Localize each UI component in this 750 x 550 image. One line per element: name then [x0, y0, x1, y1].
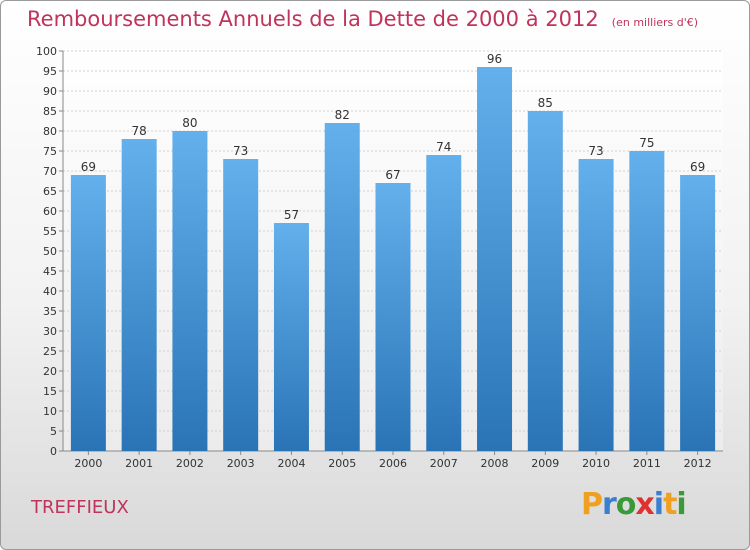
y-tick-label: 80: [43, 125, 57, 138]
y-tick-label: 0: [50, 445, 57, 458]
y-tick-label: 30: [43, 325, 57, 338]
y-tick-label: 20: [43, 365, 57, 378]
x-tick-label: 2003: [227, 457, 255, 470]
bar-value-label: 69: [690, 160, 705, 174]
y-tick-label: 70: [43, 165, 57, 178]
y-tick-label: 35: [43, 305, 57, 318]
logo-letter: P: [581, 487, 603, 522]
bar-2012: [680, 175, 716, 451]
bar-value-label: 75: [639, 136, 654, 150]
bar-2003: [223, 159, 259, 451]
title-text: Remboursements Annuels de la Dette de 20…: [27, 7, 599, 31]
bar-value-label: 85: [538, 96, 553, 110]
bar-2009: [527, 111, 563, 451]
y-tick-label: 90: [43, 85, 57, 98]
x-tick-label: 2002: [176, 457, 204, 470]
x-tick-label: 2012: [684, 457, 712, 470]
bar-2004: [273, 223, 309, 451]
chart-title: Remboursements Annuels de la Dette de 20…: [27, 7, 698, 31]
bar-2007: [426, 155, 462, 451]
logo-letter: o: [615, 487, 637, 522]
y-tick-label: 95: [43, 65, 57, 78]
y-tick-label: 50: [43, 245, 57, 258]
bar-2001: [121, 139, 157, 451]
x-tick-label: 2007: [430, 457, 458, 470]
commune-name: TREFFIEUX: [31, 497, 129, 518]
x-tick-label: 2000: [74, 457, 102, 470]
x-tick-label: 2006: [379, 457, 407, 470]
y-tick-label: 10: [43, 405, 57, 418]
y-tick-label: 40: [43, 285, 57, 298]
logo-letter: i: [653, 487, 664, 522]
x-tick-label: 2010: [582, 457, 610, 470]
y-tick-label: 100: [36, 45, 57, 58]
logo-letter: t: [663, 487, 677, 522]
y-tick-label: 5: [50, 425, 57, 438]
logo-letter: r: [602, 487, 617, 522]
bar-2010: [578, 159, 614, 451]
y-tick-label: 15: [43, 385, 57, 398]
x-tick-label: 2008: [481, 457, 509, 470]
y-tick-label: 25: [43, 345, 57, 358]
bar-value-label: 69: [81, 160, 96, 174]
y-tick-label: 60: [43, 205, 57, 218]
bar-value-label: 82: [335, 108, 350, 122]
y-tick-label: 75: [43, 145, 57, 158]
bar-value-label: 78: [132, 124, 147, 138]
y-tick-label: 45: [43, 265, 57, 278]
proxiti-logo: Proxiti: [581, 487, 687, 522]
x-tick-label: 2005: [328, 457, 356, 470]
y-tick-label: 65: [43, 185, 57, 198]
x-tick-label: 2004: [277, 457, 305, 470]
logo-letter: i: [676, 487, 686, 522]
bar-2006: [375, 183, 411, 451]
bar-2011: [629, 151, 665, 451]
bar-value-label: 67: [385, 168, 400, 182]
x-tick-label: 2009: [531, 457, 559, 470]
bar-value-label: 80: [182, 116, 197, 130]
bar-2002: [172, 131, 208, 451]
x-tick-label: 2011: [633, 457, 661, 470]
unit-text: (en milliers d'€): [611, 16, 699, 29]
bar-2008: [477, 67, 513, 451]
bar-2005: [324, 123, 360, 451]
x-tick-label: 2001: [125, 457, 153, 470]
bar-value-label: 96: [487, 52, 502, 66]
y-tick-label: 55: [43, 225, 57, 238]
bar-2000: [70, 175, 106, 451]
bar-value-label: 74: [436, 140, 451, 154]
logo-letter: x: [635, 487, 654, 522]
bar-value-label: 73: [233, 144, 248, 158]
bar-value-label: 57: [284, 208, 299, 222]
bar-value-label: 73: [588, 144, 603, 158]
y-tick-label: 85: [43, 105, 57, 118]
